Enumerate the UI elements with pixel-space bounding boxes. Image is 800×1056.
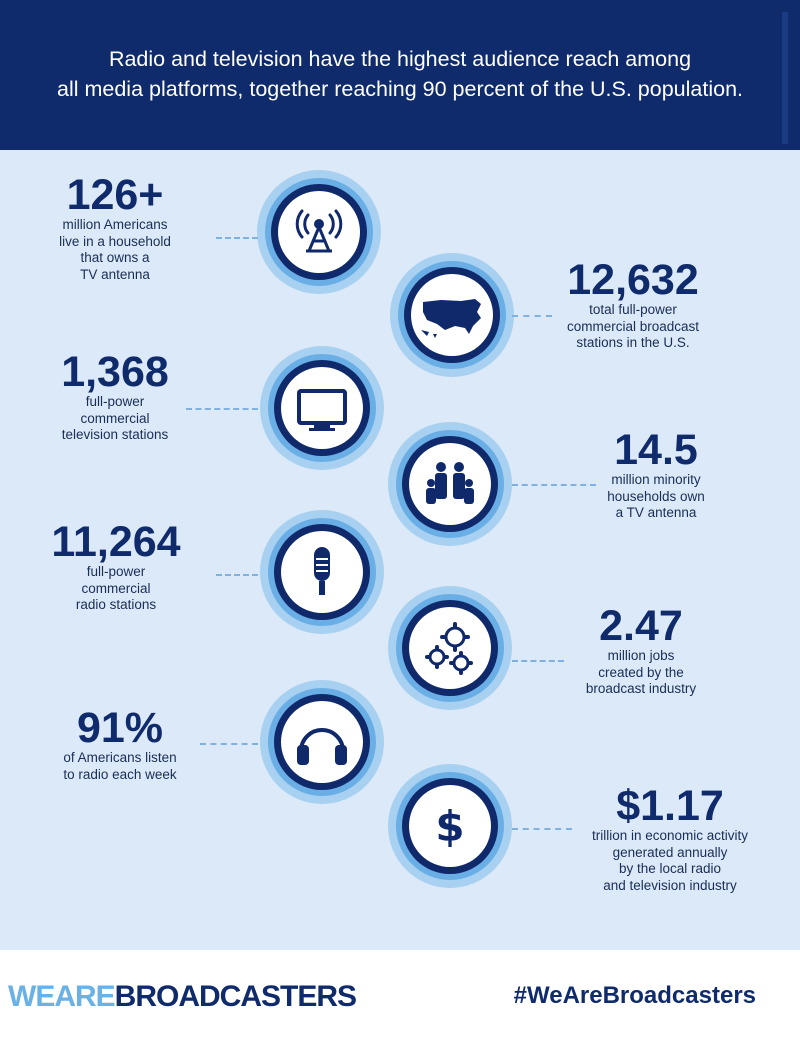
stat-line: created by the bbox=[598, 664, 684, 680]
stat-line: million minority bbox=[611, 472, 701, 487]
stat-minority-households: 14.5 million minority households own a T… bbox=[586, 428, 726, 522]
microphone-icon bbox=[314, 547, 330, 595]
stat-description: million minority households own a TV ant… bbox=[586, 472, 726, 522]
connector-7 bbox=[200, 743, 258, 745]
television-icon bbox=[297, 389, 347, 431]
antenna-icon bbox=[295, 209, 343, 253]
television-circle bbox=[260, 346, 384, 470]
stat-line: total full-power bbox=[589, 302, 677, 317]
stat-line: by the local radio bbox=[618, 861, 722, 876]
headline-line-1: Radio and television have the highest au… bbox=[108, 47, 692, 71]
gears-circle bbox=[388, 586, 512, 710]
stat-description: million Americans live in a household th… bbox=[40, 217, 190, 283]
stat-line: of Americans listen bbox=[63, 750, 177, 765]
antenna-circle bbox=[257, 170, 381, 294]
connector-6 bbox=[512, 660, 564, 662]
gears-icon bbox=[425, 622, 473, 675]
stat-line: and television industry bbox=[603, 877, 737, 893]
stat-line: live in a household bbox=[59, 233, 171, 249]
stat-description: full-power commercial radio stations bbox=[36, 564, 196, 614]
us-map-icon bbox=[421, 299, 481, 338]
stat-line: households own bbox=[607, 488, 705, 504]
stat-description: full-power commercial television station… bbox=[40, 394, 190, 444]
stat-number: 11,264 bbox=[51, 518, 181, 566]
connector-4 bbox=[512, 484, 596, 486]
headline: Radio and television have the highest au… bbox=[0, 44, 800, 104]
stat-line: million jobs bbox=[607, 648, 675, 663]
stat-number: 2.47 bbox=[599, 602, 683, 650]
dollar-circle: $ bbox=[388, 764, 512, 888]
stat-line: to radio each week bbox=[63, 766, 177, 782]
stat-radio-listeners: 91% of Americans listen to radio each we… bbox=[40, 706, 200, 783]
stat-line: broadcast industry bbox=[585, 681, 697, 696]
stat-description: of Americans listen to radio each week bbox=[40, 750, 200, 783]
family-icon bbox=[426, 462, 474, 504]
stat-line: full-power bbox=[85, 394, 145, 409]
stat-number: 1,368 bbox=[61, 348, 169, 396]
dollar-icon: $ bbox=[435, 802, 464, 851]
headphones-icon bbox=[297, 728, 347, 765]
stat-economic-activity: $1.17 trillion in economic activity gene… bbox=[572, 784, 768, 894]
connector-1 bbox=[216, 237, 258, 239]
stat-antenna-households: 126+ million Americans live in a househo… bbox=[40, 173, 190, 283]
stat-line: a TV antenna bbox=[615, 505, 697, 520]
connector-2 bbox=[512, 315, 552, 317]
stat-line: commercial broadcast bbox=[566, 318, 700, 334]
stat-jobs: 2.47 million jobs created by the broadca… bbox=[566, 604, 716, 698]
stat-line: radio stations bbox=[75, 597, 157, 612]
stat-description: trillion in economic activity generated … bbox=[572, 828, 768, 894]
stat-broadcast-stations: 12,632 total full-power commercial broad… bbox=[548, 258, 718, 352]
hashtag: #WeAreBroadcasters bbox=[513, 982, 756, 1009]
stat-line: commercial bbox=[81, 580, 151, 596]
microphone-circle bbox=[260, 510, 384, 634]
stat-line: trillion in economic activity bbox=[591, 828, 749, 843]
we-are-broadcasters-logo: WEAREBROADCASTERS bbox=[8, 980, 357, 1014]
stat-line: full-power bbox=[86, 564, 146, 579]
svg-text:$: $ bbox=[435, 802, 464, 851]
stat-number: 12,632 bbox=[567, 256, 699, 304]
header-banner bbox=[0, 0, 800, 150]
headline-line-2: all media platforms, together reaching 9… bbox=[56, 77, 744, 101]
logo-broadcasters: BROADCASTERS bbox=[114, 980, 357, 1013]
stat-description: total full-power commercial broadcast st… bbox=[548, 302, 718, 352]
family-circle bbox=[388, 422, 512, 546]
us-map-circle bbox=[390, 253, 514, 377]
connector-8 bbox=[512, 828, 572, 830]
stat-number: 126+ bbox=[66, 171, 164, 219]
stat-line: commercial bbox=[80, 410, 150, 426]
stat-line: million Americans bbox=[62, 217, 168, 232]
stat-line: generated annually bbox=[612, 844, 728, 860]
stat-radio-stations: 11,264 full-power commercial radio stati… bbox=[36, 520, 196, 614]
header-inner bbox=[0, 12, 788, 144]
stat-number: $1.17 bbox=[616, 782, 724, 830]
connector-5 bbox=[216, 574, 258, 576]
logo-we-are: WEARE bbox=[8, 980, 116, 1013]
stat-line: TV antenna bbox=[80, 266, 150, 282]
stat-tv-stations: 1,368 full-power commercial television s… bbox=[40, 350, 190, 444]
stat-number: 91% bbox=[76, 704, 164, 752]
connector-3 bbox=[186, 408, 258, 410]
stat-line: stations in the U.S. bbox=[576, 335, 690, 350]
stat-number: 14.5 bbox=[614, 426, 698, 474]
headphones-circle bbox=[260, 680, 384, 804]
stat-line: television stations bbox=[61, 427, 169, 442]
stat-description: million jobs created by the broadcast in… bbox=[566, 648, 716, 698]
stat-line: that owns a bbox=[80, 250, 150, 265]
